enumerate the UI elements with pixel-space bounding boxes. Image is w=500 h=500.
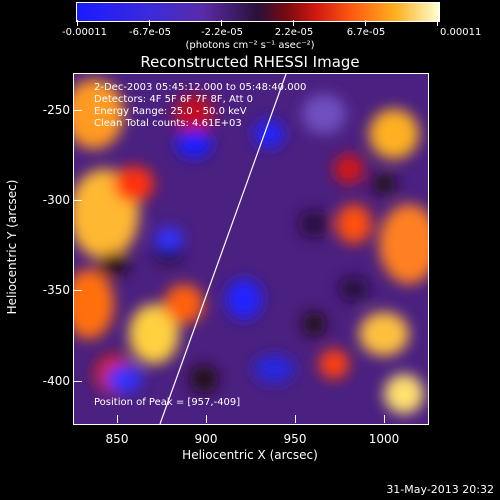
x-tick: [384, 415, 385, 423]
colorbar-tick: [437, 20, 438, 26]
y-tick: [74, 110, 82, 111]
peak-position: Position of Peak = [957,-409]: [94, 397, 241, 408]
x-tick-label: 900: [194, 432, 218, 446]
y-tick-label: -300: [42, 193, 70, 207]
x-tick-label: 950: [283, 432, 307, 446]
y-tick: [74, 290, 82, 291]
colorbar-label: 0.00011: [440, 27, 482, 38]
y-tick-label: -400: [42, 374, 70, 388]
colorbar-label: -6.7e-05: [129, 27, 171, 38]
colorbar: [76, 2, 440, 22]
render-date: 31-May-2013 20:32: [386, 483, 494, 496]
image-canvas: [74, 74, 428, 424]
solar-limb-line: [159, 74, 287, 424]
y-tick-label: -350: [42, 283, 70, 297]
info-detectors: Detectors: 4F 5F 6F 7F 8F, Att 0: [94, 94, 254, 105]
x-axis-label: Heliocentric X (arcsec): [182, 448, 318, 462]
colorbar-tick: [149, 20, 150, 26]
colorbar-units: (photons cm⁻² s⁻¹ asec⁻²): [185, 40, 315, 51]
y-tick: [74, 381, 82, 382]
x-tick: [117, 415, 118, 423]
x-tick-label: 1000: [368, 432, 400, 446]
y-tick-label: -250: [42, 103, 70, 117]
plot-title: Reconstructed RHESSI Image: [140, 53, 360, 71]
colorbar-tick: [293, 20, 294, 26]
colorbar-label: -0.00011: [62, 27, 107, 38]
info-clean: Clean Total counts: 4.61E+03: [94, 118, 242, 129]
colorbar-label: -2.2e-05: [201, 27, 243, 38]
colorbar-label: 6.7e-05: [346, 27, 386, 38]
info-energy: Energy Range: 25.0 - 50.0 keV: [94, 106, 247, 117]
y-axis-label: Heliocentric Y (arcsec): [5, 179, 19, 315]
x-tick: [206, 415, 207, 423]
y-tick: [74, 200, 82, 201]
rhessi-image: 2-Dec-2003 05:45:12.000 to 05:48:40.000 …: [73, 73, 429, 425]
colorbar-tick: [221, 20, 222, 26]
colorbar-label: 2.2e-05: [274, 27, 314, 38]
x-tick-label: 850: [105, 432, 129, 446]
x-tick: [295, 415, 296, 423]
colorbar-tick: [77, 20, 78, 26]
colorbar-tick: [365, 20, 366, 26]
info-time: 2-Dec-2003 05:45:12.000 to 05:48:40.000: [94, 82, 307, 93]
